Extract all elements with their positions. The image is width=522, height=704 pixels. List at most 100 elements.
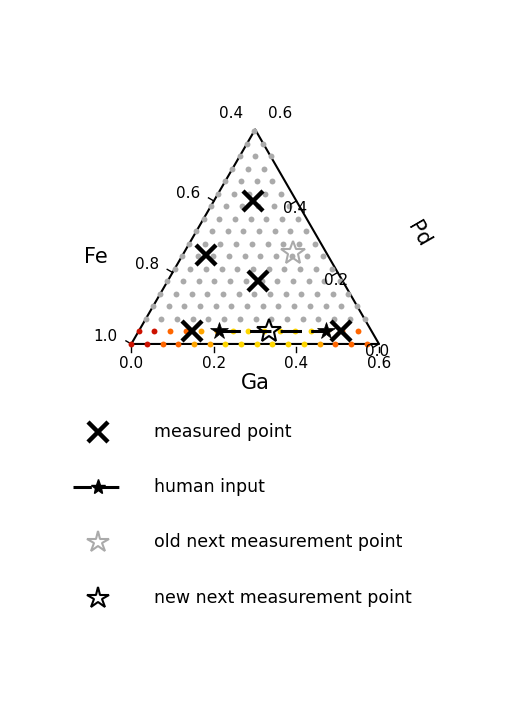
Point <box>187 288 196 299</box>
Point <box>267 151 275 162</box>
Point <box>314 313 323 325</box>
Point <box>291 326 300 337</box>
Point <box>259 163 268 175</box>
Point <box>337 301 346 312</box>
Point <box>185 238 193 249</box>
Text: 0.4: 0.4 <box>283 201 307 216</box>
Point <box>319 251 327 262</box>
Point <box>165 326 174 337</box>
Point <box>188 313 197 325</box>
Point <box>347 339 355 350</box>
Point <box>362 339 371 350</box>
Point <box>255 226 263 237</box>
Point <box>218 263 226 275</box>
Point <box>261 188 269 199</box>
Point <box>197 326 206 337</box>
Point <box>327 263 336 275</box>
Point <box>258 301 267 312</box>
Point <box>322 301 330 312</box>
Point <box>141 313 150 325</box>
Text: 0.6: 0.6 <box>367 356 391 371</box>
Point <box>236 313 244 325</box>
Point <box>244 326 253 337</box>
Point <box>311 238 319 249</box>
Point <box>195 276 203 287</box>
Point <box>283 313 291 325</box>
Point <box>173 313 181 325</box>
Point <box>149 301 157 312</box>
Point <box>320 276 328 287</box>
Point <box>220 313 228 325</box>
Point <box>202 263 210 275</box>
Point <box>221 339 230 350</box>
Point <box>207 201 215 212</box>
Point <box>353 301 361 312</box>
Point <box>354 326 362 337</box>
Point <box>236 176 245 187</box>
Text: 0.6: 0.6 <box>176 186 200 201</box>
Point <box>302 226 310 237</box>
Point <box>225 251 233 262</box>
Point <box>269 201 278 212</box>
Point <box>296 263 304 275</box>
Point <box>250 288 258 299</box>
Point <box>227 301 235 312</box>
Point <box>281 288 290 299</box>
Point <box>258 138 267 149</box>
Point <box>200 238 209 249</box>
Point <box>345 288 353 299</box>
Point <box>182 326 190 337</box>
Point <box>284 339 292 350</box>
Point <box>216 238 224 249</box>
Point <box>228 163 236 175</box>
Point <box>304 276 313 287</box>
Point <box>256 251 265 262</box>
Point <box>265 263 273 275</box>
Point <box>268 339 277 350</box>
Point <box>278 213 286 225</box>
Point <box>231 213 239 225</box>
Point <box>172 288 180 299</box>
Point <box>233 263 242 275</box>
Point <box>159 339 167 350</box>
Point <box>143 339 151 350</box>
Point <box>268 176 277 187</box>
Point <box>290 301 299 312</box>
Point <box>243 138 251 149</box>
Point <box>186 263 195 275</box>
Point <box>222 201 231 212</box>
Point <box>270 226 279 237</box>
Point <box>276 326 284 337</box>
Point <box>252 313 260 325</box>
Point <box>306 301 314 312</box>
Point <box>163 276 172 287</box>
Point <box>196 301 204 312</box>
Point <box>253 339 261 350</box>
Point <box>289 276 297 287</box>
Point <box>209 251 218 262</box>
Point <box>171 263 179 275</box>
Point <box>239 226 247 237</box>
Point <box>286 226 294 237</box>
Point <box>262 213 270 225</box>
Point <box>156 288 164 299</box>
Point <box>272 251 280 262</box>
Point <box>260 326 268 337</box>
Point <box>307 326 315 337</box>
Point <box>134 326 143 337</box>
Point <box>206 339 214 350</box>
Point <box>232 238 240 249</box>
Point <box>219 288 227 299</box>
Point <box>323 326 331 337</box>
Point <box>267 313 276 325</box>
Point <box>330 313 338 325</box>
Point <box>257 276 266 287</box>
Point <box>346 313 354 325</box>
Text: 1.0: 1.0 <box>93 329 118 344</box>
Point <box>315 339 324 350</box>
Point <box>277 188 285 199</box>
Text: Fe: Fe <box>85 247 108 268</box>
Point <box>235 151 244 162</box>
Point <box>244 163 252 175</box>
Point <box>214 188 222 199</box>
